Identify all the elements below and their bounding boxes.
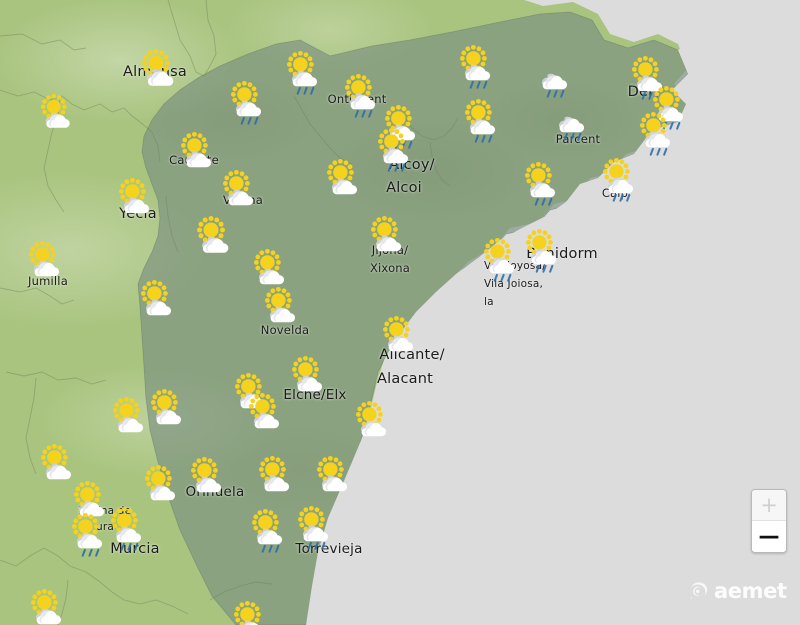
weather-icon-parcent[interactable] [553, 96, 591, 142]
weather-icon-torrevieja-1[interactable] [251, 508, 289, 554]
weather-icon-bottom-1[interactable] [233, 600, 271, 625]
place-label: la [484, 296, 494, 308]
weather-icon-orihuela-n[interactable] [40, 443, 78, 489]
weather-icon-denia-2[interactable] [652, 85, 690, 131]
zoom-control[interactable]: + — [751, 489, 787, 553]
aemet-logo[interactable]: aemet [688, 578, 787, 604]
place-label: Xixona [369, 261, 411, 275]
weather-icon-sw-3[interactable] [150, 388, 188, 434]
weather-icon-molina[interactable] [73, 480, 111, 526]
weather-icon-n-rain-1[interactable] [230, 80, 268, 126]
weather-icon-calp[interactable] [602, 157, 640, 203]
weather-icon-n-rain-2[interactable] [286, 50, 324, 96]
zoom-out-button[interactable]: — [752, 521, 786, 551]
weather-icon-cen-3[interactable] [234, 372, 272, 418]
place-label: Vila Joiosa, [484, 278, 544, 290]
weather-icon-west-alcoy[interactable] [326, 158, 364, 204]
weather-icon-orihuela-1[interactable] [190, 456, 228, 502]
weather-icon-ontinyent[interactable] [344, 73, 382, 119]
place-label: Elche/Elx [283, 387, 347, 403]
weather-icon-torrevieja-2[interactable] [297, 505, 335, 551]
weather-icon-elche[interactable] [291, 355, 329, 401]
aemet-mark-icon [688, 580, 710, 602]
weather-icon-caudete[interactable] [180, 131, 218, 177]
weather-icon-mid-rain-1[interactable] [524, 161, 562, 207]
weather-icon-alicante[interactable] [382, 315, 420, 361]
weather-icon-bottom-2[interactable] [30, 588, 68, 625]
place-label: Jumilla [28, 274, 68, 288]
weather-icon-benidorm[interactable] [525, 228, 563, 274]
weather-icon-alcoi-rain[interactable] [377, 127, 415, 173]
weather-icon-orihuela-2[interactable] [144, 464, 182, 510]
place-label: Alacant [377, 371, 433, 387]
weather-icon-murcia-2[interactable] [110, 506, 148, 552]
weather-icon-jumilla[interactable] [28, 240, 66, 286]
weather-icon-cloud-rain-top[interactable] [536, 53, 574, 99]
place-label: ura [95, 521, 115, 533]
weather-icon-almansa[interactable] [141, 48, 181, 96]
weather-icon-jijona[interactable] [370, 215, 408, 261]
weather-icon-murcia-1[interactable] [71, 512, 109, 558]
weather-icon-sw-1[interactable] [140, 279, 178, 325]
zoom-in-button[interactable]: + [752, 490, 786, 521]
weather-icon-cen-1[interactable] [196, 215, 236, 263]
weather-icon-villena[interactable] [222, 169, 260, 215]
weather-icon-cen-2[interactable] [253, 248, 291, 294]
weather-icon-orihuela-3[interactable] [258, 455, 296, 501]
place-label: Torrevieja [295, 541, 363, 557]
weather-icon-ne-rain-2[interactable] [639, 111, 677, 157]
weather-icon-orihuela-4[interactable] [316, 455, 354, 501]
weather-icon-yecla[interactable] [118, 177, 156, 223]
weather-icon-villajoyosa[interactable] [483, 237, 521, 283]
weather-icon-sw-2[interactable] [112, 396, 150, 442]
place-label: Alcoi [386, 180, 422, 196]
weather-icon-ne-rain-1[interactable] [459, 44, 497, 90]
weather-icon-elche-2[interactable] [248, 392, 286, 438]
aemet-wordmark: aemet [714, 579, 787, 603]
weather-icon-nw-1[interactable] [40, 93, 77, 137]
weather-icon-coast-1[interactable] [355, 400, 393, 446]
place-label: Novelda [260, 323, 310, 337]
weather-icon-novelda[interactable] [264, 286, 302, 332]
weather-icon-alcoy-2[interactable] [464, 98, 502, 144]
